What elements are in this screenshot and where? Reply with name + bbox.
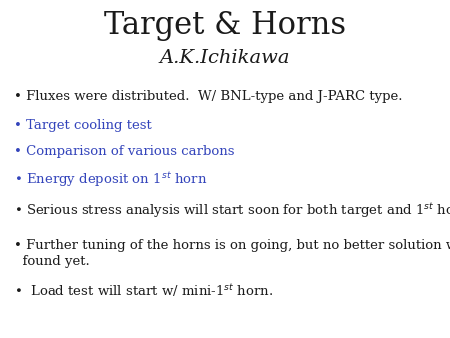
Text: Target & Horns: Target & Horns <box>104 10 346 41</box>
Text: • Further tuning of the horns is on going, but no better solution was
  found ye: • Further tuning of the horns is on goin… <box>14 239 450 268</box>
Text: •  Load test will start w/ mini-1$^{st}$ horn.: • Load test will start w/ mini-1$^{st}$ … <box>14 282 273 299</box>
Text: • Target cooling test: • Target cooling test <box>14 119 151 132</box>
Text: • Comparison of various carbons: • Comparison of various carbons <box>14 145 234 158</box>
Text: • Energy deposit on 1$^{st}$ horn: • Energy deposit on 1$^{st}$ horn <box>14 170 207 189</box>
Text: • Fluxes were distributed.  W/ BNL-type and J-PARC type.: • Fluxes were distributed. W/ BNL-type a… <box>14 90 402 102</box>
Text: • Serious stress analysis will start soon for both target and 1$^{st}$ horn.: • Serious stress analysis will start soo… <box>14 201 450 220</box>
Text: A.K.Ichikawa: A.K.Ichikawa <box>160 49 290 67</box>
